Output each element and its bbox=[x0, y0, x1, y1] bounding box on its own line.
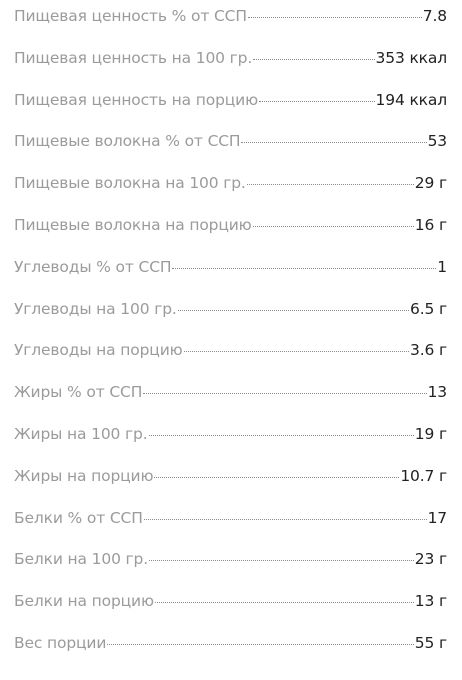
nutrition-row-protein-portion: Белки на порцию 13 г bbox=[14, 585, 447, 627]
nutrition-row-label: Пищевые волокна на порцию bbox=[14, 215, 252, 234]
nutrition-row-protein-percent: Белки % от ССП 17 bbox=[14, 502, 447, 544]
dotted-leader bbox=[154, 602, 414, 604]
nutrition-row-energy-percent: Пищевая ценность % от ССП 7.8 bbox=[14, 0, 447, 42]
dotted-leader bbox=[172, 267, 437, 269]
dotted-leader bbox=[107, 643, 414, 645]
dotted-leader bbox=[143, 393, 427, 395]
nutrition-row-label: Пищевые волокна на 100 гр. bbox=[14, 174, 246, 193]
nutrition-row-fiber-100g: Пищевые волокна на 100 гр. 29 г bbox=[14, 167, 447, 209]
nutrition-row-portion-weight: Вес порции 55 г bbox=[14, 627, 447, 669]
nutrition-row-fat-percent: Жиры % от ССП 13 bbox=[14, 376, 447, 418]
nutrition-row-value: 53 bbox=[427, 132, 448, 151]
nutrition-row-value: 13 bbox=[427, 383, 448, 402]
nutrition-row-value: 3.6 г bbox=[410, 341, 447, 360]
dotted-leader bbox=[154, 476, 400, 478]
nutrition-row-value: 16 г bbox=[414, 215, 447, 234]
nutrition-row-label: Пищевые волокна % от ССП bbox=[14, 132, 241, 151]
nutrition-row-fat-portion: Жиры на порцию 10.7 г bbox=[14, 460, 447, 502]
nutrition-row-fat-100g: Жиры на 100 гр. 19 г bbox=[14, 418, 447, 460]
nutrition-row-fiber-portion: Пищевые волокна на порцию 16 г bbox=[14, 209, 447, 251]
nutrition-row-energy-portion: Пищевая ценность на порцию 194 ккал bbox=[14, 84, 447, 126]
nutrition-row-value: 55 г bbox=[414, 633, 447, 652]
dotted-leader bbox=[177, 309, 410, 311]
nutrition-row-value: 6.5 г bbox=[410, 299, 447, 318]
nutrition-row-label: Вес порции bbox=[14, 633, 107, 652]
nutrition-row-label: Пищевая ценность на порцию bbox=[14, 90, 258, 109]
nutrition-row-label: Белки % от ССП bbox=[14, 508, 143, 527]
nutrition-row-value: 194 ккал bbox=[375, 90, 448, 109]
nutrition-row-label: Углеводы на 100 гр. bbox=[14, 299, 177, 318]
dotted-leader bbox=[183, 351, 410, 353]
dotted-leader bbox=[241, 142, 427, 144]
nutrition-row-value: 23 г bbox=[414, 550, 447, 569]
dotted-leader bbox=[259, 100, 375, 102]
nutrition-row-carbs-percent: Углеводы % от ССП 1 bbox=[14, 251, 447, 293]
dotted-leader bbox=[252, 225, 414, 227]
nutrition-row-label: Белки на порцию bbox=[14, 592, 154, 611]
dotted-leader bbox=[253, 58, 375, 60]
nutrition-row-value: 353 ккал bbox=[375, 48, 448, 67]
dotted-leader bbox=[149, 560, 414, 562]
dotted-leader bbox=[148, 434, 414, 436]
nutrition-facts-list: Пищевая ценность % от ССП 7.8 Пищевая це… bbox=[14, 0, 447, 669]
nutrition-row-label: Жиры на 100 гр. bbox=[14, 424, 148, 443]
nutrition-row-carbs-portion: Углеводы на порцию 3.6 г bbox=[14, 334, 447, 376]
nutrition-row-value: 7.8 bbox=[422, 7, 447, 25]
dotted-leader bbox=[143, 518, 427, 520]
nutrition-row-label: Жиры на порцию bbox=[14, 466, 154, 485]
nutrition-row-protein-100g: Белки на 100 гр. 23 г bbox=[14, 543, 447, 585]
nutrition-row-energy-100g: Пищевая ценность на 100 гр. 353 ккал bbox=[14, 42, 447, 84]
nutrition-row-value: 10.7 г bbox=[400, 466, 447, 485]
dotted-leader bbox=[247, 17, 422, 18]
dotted-leader bbox=[246, 184, 414, 186]
nutrition-row-label: Пищевая ценность на 100 гр. bbox=[14, 48, 253, 67]
nutrition-row-value: 13 г bbox=[414, 592, 447, 611]
nutrition-row-value: 29 г bbox=[414, 174, 447, 193]
nutrition-row-label: Белки на 100 гр. bbox=[14, 550, 149, 569]
nutrition-row-value: 17 bbox=[427, 508, 448, 527]
nutrition-row-label: Углеводы % от ССП bbox=[14, 257, 172, 276]
nutrition-row-value: 1 bbox=[437, 257, 447, 276]
nutrition-row-carbs-100g: Углеводы на 100 гр. 6.5 г bbox=[14, 293, 447, 335]
nutrition-row-value: 19 г bbox=[414, 424, 447, 443]
nutrition-row-label: Углеводы на порцию bbox=[14, 341, 183, 360]
nutrition-row-label: Пищевая ценность % от ССП bbox=[14, 7, 247, 25]
nutrition-row-label: Жиры % от ССП bbox=[14, 383, 143, 402]
nutrition-row-fiber-percent: Пищевые волокна % от ССП 53 bbox=[14, 125, 447, 167]
